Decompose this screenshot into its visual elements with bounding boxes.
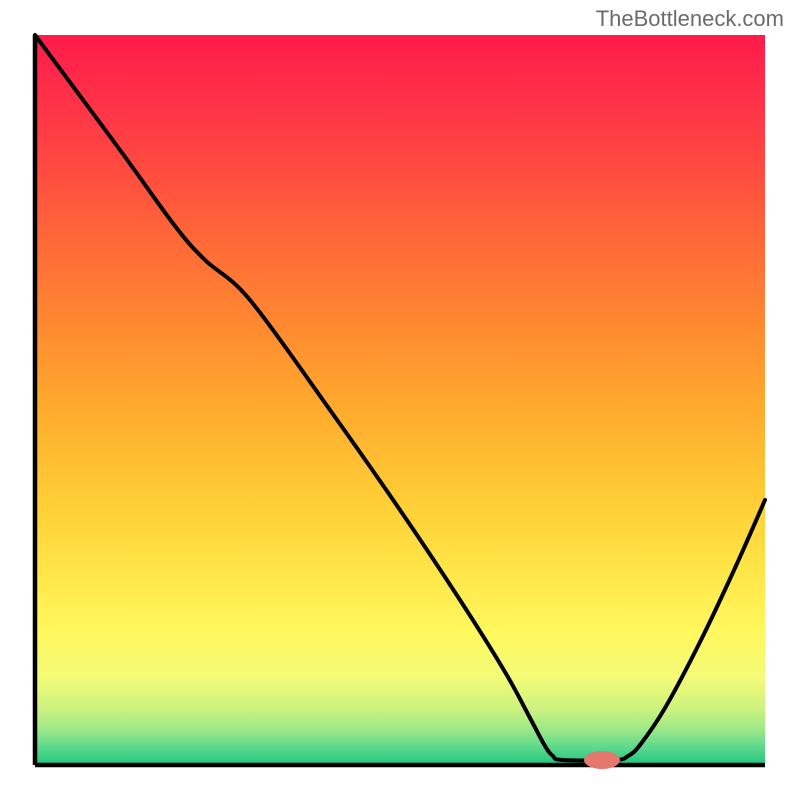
gradient-background [35,35,765,765]
highlight-marker [584,751,620,769]
chart-canvas: TheBottleneck.com [0,0,800,800]
bottleneck-chart [0,0,800,800]
watermark-text: TheBottleneck.com [596,6,784,32]
